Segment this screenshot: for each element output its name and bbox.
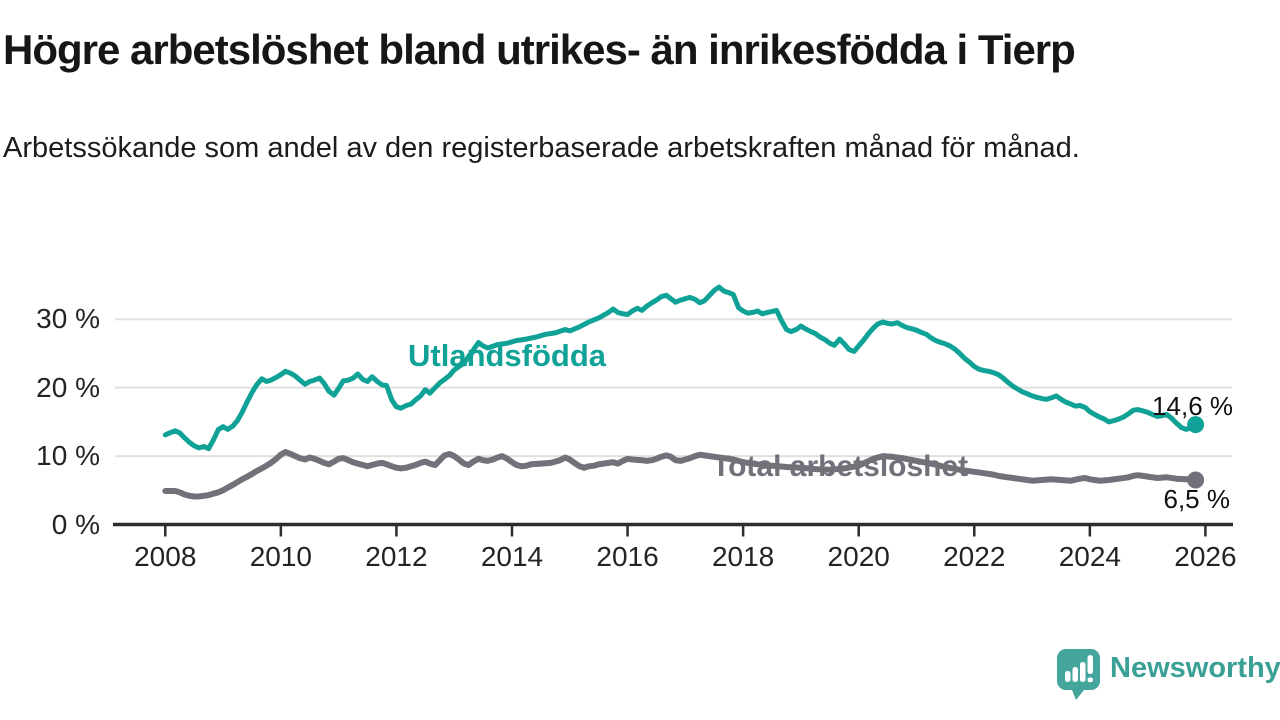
end-value-total: 6,5 % <box>1163 484 1231 514</box>
x-tick-label-2008: 2008 <box>134 541 197 572</box>
total-arbetsloshet-line <box>162 449 1199 500</box>
page-title: Högre arbetslöshet bland utrikes- än inr… <box>3 26 1076 73</box>
utlandsfodda-endpoint-marker <box>1187 416 1205 434</box>
x-axis <box>113 522 1233 537</box>
x-tick-label-2024: 2024 <box>1058 541 1121 572</box>
y-tick-label-20: 20 % <box>36 371 100 403</box>
y-tick-label-0: 0 % <box>51 508 100 540</box>
bar-large <box>1080 662 1086 682</box>
series-label-total-arbetsloshet: Total arbetslöshet <box>712 450 969 483</box>
bar-small <box>1065 671 1071 682</box>
newsworthy-logo: Newsworthy <box>1056 648 1280 700</box>
utlandsfodda-line <box>162 284 1199 452</box>
bar-medium <box>1072 667 1078 682</box>
y-tick-label-30: 30 % <box>36 303 100 335</box>
total-endpoint-marker <box>1187 471 1205 489</box>
x-tick-label-2022: 2022 <box>943 541 1006 572</box>
x-tick-label-2020: 2020 <box>827 541 890 572</box>
end-value-utlandsfodda: 14,6 % <box>1152 391 1233 421</box>
series-label-utlandsfodda: Utlandsfödda <box>408 338 607 373</box>
exclamation-bar <box>1087 655 1093 674</box>
newsworthy-speech-bubble-icon <box>1057 649 1100 700</box>
x-tick-label-2018: 2018 <box>711 541 775 572</box>
chart-subtitle: Arbetssökande som andel av den registerb… <box>3 132 1080 164</box>
x-tick-label-2010: 2010 <box>249 541 312 572</box>
x-tick-label-2016: 2016 <box>596 541 659 572</box>
newsworthy-logo-text: Newsworthy <box>1110 651 1280 684</box>
y-tick-label-10: 10 % <box>36 440 100 472</box>
exclamation-dot <box>1087 677 1093 683</box>
x-tick-label-2026: 2026 <box>1174 541 1237 572</box>
x-tick-label-2014: 2014 <box>480 541 544 572</box>
x-tick-label-2012: 2012 <box>365 541 428 572</box>
gridlines <box>115 318 1232 458</box>
